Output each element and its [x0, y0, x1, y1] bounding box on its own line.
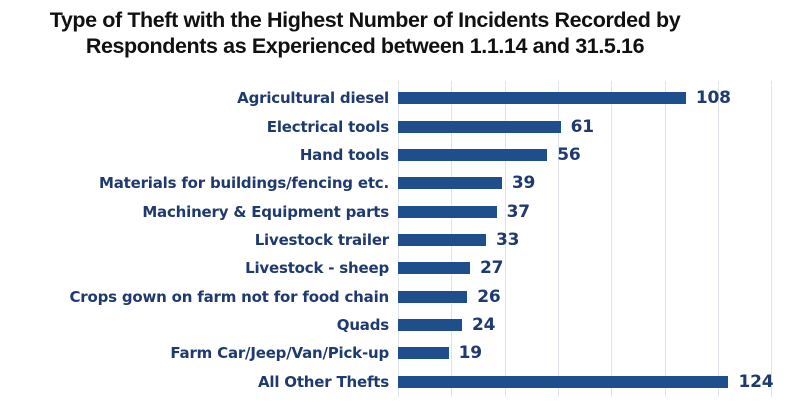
bar-track: 37: [398, 197, 530, 225]
bar-row: Materials for buildings/fencing etc. 39: [0, 169, 790, 197]
chart-area: Agricultural diesel 108 Electrical tools 61…: [0, 81, 790, 397]
chart-title-line1: Type of Theft with the Highest Number of…: [49, 8, 681, 32]
bar-row: Machinery & Equipment parts 37: [0, 197, 790, 225]
value-label: 124: [738, 371, 774, 392]
value-label: 37: [506, 201, 530, 222]
category-label: Agricultural diesel: [237, 89, 389, 108]
bar-row: Electrical tools 61: [0, 112, 790, 140]
bar-row: Livestock - sheep 27: [0, 254, 790, 282]
bar: [398, 148, 548, 161]
gridline: [664, 81, 666, 397]
category-label: All Other Thefts: [257, 372, 389, 391]
gridline: [504, 81, 506, 397]
chart-title: Type of Theft with the Highest Number of…: [0, 0, 730, 59]
bar-row: Farm Car/Jeep/Van/Pick-up 19: [0, 339, 790, 367]
bar: [398, 375, 729, 388]
bar-track: 56: [398, 141, 581, 169]
bar: [398, 290, 468, 303]
bar: [398, 177, 502, 190]
category-label: Farm Car/Jeep/Van/Pick-up: [170, 344, 389, 363]
gridline: [771, 81, 773, 397]
bar-track: 26: [398, 283, 501, 311]
bar-row: Hand tools 56: [0, 141, 790, 169]
bar: [398, 233, 486, 246]
bar-rows: Agricultural diesel 108 Electrical tools 61…: [0, 84, 790, 396]
value-label: 56: [557, 144, 581, 165]
value-label: 19: [458, 343, 482, 364]
chart-title-line2: Respondents as Experienced between 1.1.1…: [85, 34, 645, 58]
category-label: Crops gown on farm not for food chain: [69, 287, 389, 306]
bar-track: 33: [398, 226, 519, 254]
bar: [398, 92, 686, 105]
value-label: 61: [570, 116, 594, 137]
bar-row: All Other Thefts 124: [0, 368, 790, 396]
category-label: Hand tools: [299, 145, 389, 164]
category-label: Livestock - sheep: [245, 259, 389, 278]
bar-track: 24: [398, 311, 495, 339]
bar: [398, 120, 561, 133]
value-label: 33: [495, 229, 520, 250]
category-label: Machinery & Equipment parts: [142, 202, 389, 221]
bar-track: 124: [398, 368, 774, 396]
category-label: Electrical tools: [266, 117, 389, 136]
bar: [398, 262, 470, 275]
bar-row: Livestock trailer 33: [0, 226, 790, 254]
value-label: 24: [471, 315, 496, 336]
bar-track: 108: [398, 84, 731, 112]
bar: [398, 205, 497, 218]
gridline: [557, 81, 559, 397]
bar-track: 19: [398, 339, 482, 367]
bar: [398, 319, 462, 332]
bar-row: Agricultural diesel 108: [0, 84, 790, 112]
category-label: Quads: [336, 316, 389, 335]
bar-track: 27: [398, 254, 503, 282]
value-label: 39: [511, 173, 536, 194]
gridline: [611, 81, 613, 397]
value-label: 27: [479, 258, 504, 279]
gridline: [717, 81, 719, 397]
bar-row: Quads 24: [0, 311, 790, 339]
bar: [398, 347, 449, 360]
bar-track: 61: [398, 112, 594, 140]
value-label: 108: [695, 88, 731, 109]
bar-track: 39: [398, 169, 535, 197]
bar-row: Crops gown on farm not for food chain 26: [0, 283, 790, 311]
category-label: Livestock trailer: [254, 230, 389, 249]
category-label: Materials for buildings/fencing etc.: [99, 174, 389, 193]
value-label: 26: [477, 286, 501, 307]
